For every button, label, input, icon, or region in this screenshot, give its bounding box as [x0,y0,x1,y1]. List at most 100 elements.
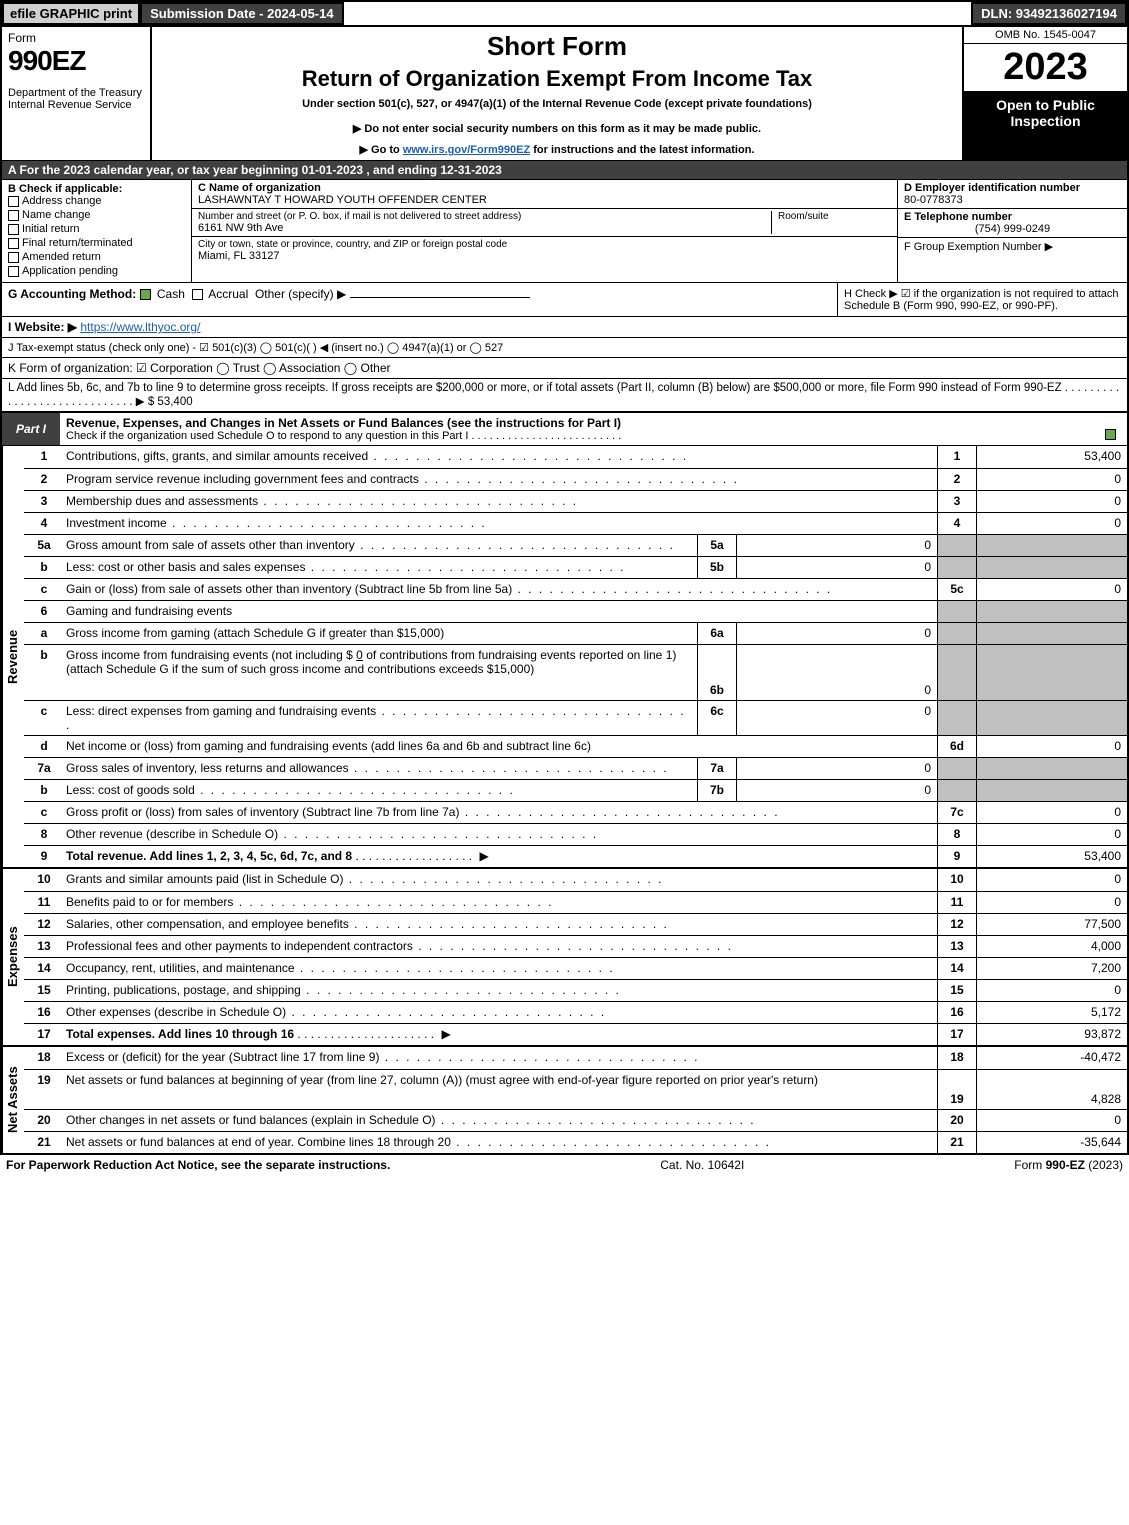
line-6-text: Gaming and fundraising events [64,601,937,622]
val-12: 77,500 [977,914,1127,935]
street-value: 6161 NW 9th Ave [198,222,771,234]
lno-1: 1 [24,446,64,468]
lno-9: 9 [24,846,64,867]
line-5b-text: Less: cost or other basis and sales expe… [64,557,697,578]
lno-6b: b [24,645,64,700]
lno-6d: d [24,736,64,757]
chk-accrual[interactable] [192,289,203,300]
department-label: Department of the Treasury Internal Reve… [8,87,144,111]
sidebar-revenue: Revenue [2,446,24,867]
footer-form-post: (2023) [1085,1158,1123,1172]
line-6b-amount: 0 [356,648,363,662]
arrow-icon-17 [437,1027,454,1041]
val-3: 0 [977,491,1127,512]
rno-9: 9 [937,846,977,867]
line-19-text: Net assets or fund balances at beginning… [64,1070,937,1109]
row-l-gross-receipts: L Add lines 5b, 6c, and 7b to line 9 to … [2,378,1127,411]
chk-amended-return[interactable] [8,252,19,263]
val-6-grey [977,601,1127,622]
title-return: Return of Organization Exempt From Incom… [158,66,956,92]
part1-header: Part I Revenue, Expenses, and Changes in… [2,411,1127,446]
val-14: 7,200 [977,958,1127,979]
line-17-text: Total expenses. Add lines 10 through 16 … [64,1024,937,1045]
goto-line: ▶ Go to www.irs.gov/Form990EZ for instru… [158,143,956,156]
val-5a-grey [977,535,1127,556]
rno-19: 19 [937,1070,977,1109]
opt-accrual: Accrual [208,287,248,301]
lno-2: 2 [24,469,64,490]
row-g-accounting: G Accounting Method: Cash Accrual Other … [2,283,837,316]
chk-final-return[interactable] [8,238,19,249]
line-4-text: Investment income [64,513,937,534]
city-value: Miami, FL 33127 [198,250,891,262]
header-center: Short Form Return of Organization Exempt… [152,27,962,160]
rno-1: 1 [937,446,977,468]
opt-address-change: Address change [22,195,102,207]
line-6c-text: Less: direct expenses from gaming and fu… [64,701,697,735]
chk-address-change[interactable] [8,196,19,207]
chk-cash[interactable] [140,289,151,300]
val-8: 0 [977,824,1127,845]
group-exemption-label: F Group Exemption Number ▶ [904,240,1121,253]
lno-7c: c [24,802,64,823]
row-k-form-of-org: K Form of organization: ☑ Corporation ◯ … [2,357,1127,378]
lno-20: 20 [24,1110,64,1131]
sublbl-7b: 7b [697,780,737,801]
row-h-schedule-b: H Check ▶ ☑ if the organization is not r… [837,283,1127,316]
subtitle-under: Under section 501(c), 527, or 4947(a)(1)… [158,98,956,110]
subval-6c: 0 [737,701,937,735]
lno-7b: b [24,780,64,801]
line-12-text: Salaries, other compensation, and employ… [64,914,937,935]
opt-final-return: Final return/terminated [22,237,133,249]
lno-5c: c [24,579,64,600]
line-17-bold: Total expenses. Add lines 10 through 16 [66,1027,294,1041]
other-specify-input[interactable] [350,297,530,298]
lno-5b: b [24,557,64,578]
rno-8: 8 [937,824,977,845]
website-link[interactable]: https://www.lthyoc.org/ [80,320,200,334]
lno-6a: a [24,623,64,644]
chk-application-pending[interactable] [8,266,19,277]
val-13: 4,000 [977,936,1127,957]
rno-7c: 7c [937,802,977,823]
sidebar-expenses: Expenses [2,869,24,1045]
line-20-text: Other changes in net assets or fund bala… [64,1110,937,1131]
row-j-tax-exempt: J Tax-exempt status (check only one) - ☑… [2,337,1127,357]
val-5c: 0 [977,579,1127,600]
opt-amended-return: Amended return [22,251,101,263]
column-c-orginfo: C Name of organization LASHAWNTAY T HOWA… [192,180,897,282]
irs-link[interactable]: www.irs.gov/Form990EZ [403,144,530,156]
rno-6b-grey [937,645,977,700]
chk-initial-return[interactable] [8,224,19,235]
g-label: G Accounting Method: [8,287,136,301]
org-name: LASHAWNTAY T HOWARD YOUTH OFFENDER CENTE… [198,194,891,206]
rno-21: 21 [937,1132,977,1153]
line-10-text: Grants and similar amounts paid (list in… [64,869,937,891]
open-to-public: Open to Public Inspection [964,91,1127,160]
section-gh: G Accounting Method: Cash Accrual Other … [2,282,1127,316]
rno-5c: 5c [937,579,977,600]
sublbl-7a: 7a [697,758,737,779]
column-b-checkboxes: B Check if applicable: Address change Na… [2,180,192,282]
chk-schedule-o[interactable] [1105,429,1116,440]
col-b-title: B Check if applicable: [8,183,185,195]
line-6d-text: Net income or (loss) from gaming and fun… [64,736,937,757]
opt-cash: Cash [157,287,185,301]
val-6b-grey [977,645,1127,700]
line-8-text: Other revenue (describe in Schedule O) [64,824,937,845]
opt-initial-return: Initial return [22,223,79,235]
line-16-text: Other expenses (describe in Schedule O) [64,1002,937,1023]
line-9-bold: Total revenue. Add lines 1, 2, 3, 4, 5c,… [66,849,352,863]
rno-20: 20 [937,1110,977,1131]
efile-print-button[interactable]: efile GRAPHIC print [2,2,140,25]
part1-schedule-o-check [1097,413,1127,445]
line-3-text: Membership dues and assessments [64,491,937,512]
lno-17: 17 [24,1024,64,1045]
line-15-text: Printing, publications, postage, and shi… [64,980,937,1001]
rno-5a-grey [937,535,977,556]
val-15: 0 [977,980,1127,1001]
form-header: Form 990EZ Department of the Treasury In… [2,25,1127,160]
omb-number: OMB No. 1545-0047 [964,27,1127,44]
chk-name-change[interactable] [8,210,19,221]
header-left: Form 990EZ Department of the Treasury In… [2,27,152,160]
